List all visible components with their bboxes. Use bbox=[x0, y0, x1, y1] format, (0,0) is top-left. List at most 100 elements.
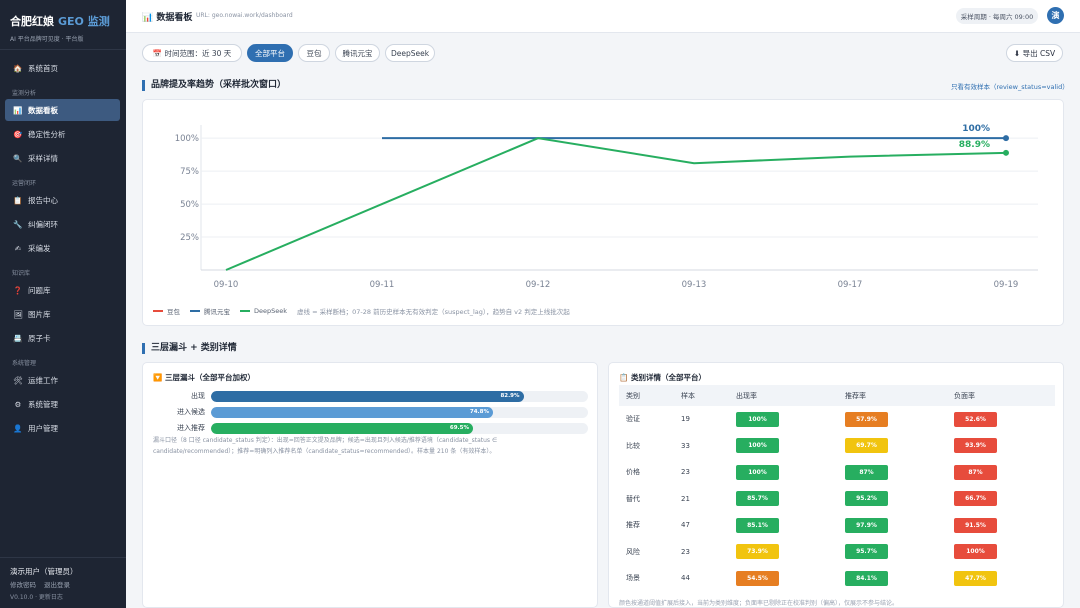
gear-icon: ⚙ bbox=[14, 399, 22, 409]
bar-chart-icon: 📊 bbox=[142, 13, 154, 23]
series-end-point[interactable] bbox=[1003, 149, 1009, 156]
rate-badge: 100% bbox=[736, 464, 779, 480]
cell-appear: 85.1% bbox=[729, 512, 838, 539]
clipboard-icon: 📋 bbox=[13, 195, 23, 205]
version-link[interactable]: V0.10.0 · 更新日志 bbox=[10, 594, 63, 601]
page-title: 📊 数据看板 bbox=[142, 10, 192, 23]
sidebar-item-label: 采编发 bbox=[28, 243, 51, 253]
trend-section-title: 品牌提及率趋势（采样批次窗口） bbox=[142, 80, 286, 91]
category-card: 📋 类别详情（全部平台） 类别 样本 出现率 推荐率 负面率 验证 19 100% 5… bbox=[608, 362, 1064, 608]
cell-recommend: 95.7% bbox=[838, 539, 947, 566]
cell-category: 替代 bbox=[626, 494, 640, 503]
sidebar-item-user[interactable]: 👤 用户管理 bbox=[5, 417, 120, 439]
sidebar: 合肥红娘 GEO 监测 AI 平台品牌可见度 · 平台版 🏠 系统首页 监测分析 📊 数据… bbox=[0, 0, 126, 608]
funnel-label: 进入推荐 bbox=[177, 424, 205, 432]
cell-category: 推荐 bbox=[626, 521, 640, 530]
chart-legend: 豆包 腾讯元宝 DeepSeek 虚线 = 采样断档；07-28 前历史样本无有… bbox=[153, 306, 570, 316]
table-row: 场景 44 54.5% 84.1% 47.7% bbox=[619, 565, 1055, 592]
sidebar-section-title: 知识库 bbox=[12, 270, 31, 277]
cell-category: 比较 bbox=[626, 441, 640, 450]
sidebar-item-label: 运维工作 bbox=[28, 375, 58, 385]
cell-negative: 52.6% bbox=[947, 406, 1055, 433]
bar-chart-icon: 📊 bbox=[13, 105, 23, 115]
sidebar-section-title: 监测分析 bbox=[12, 90, 37, 97]
cell-category: 场景 bbox=[626, 574, 640, 583]
sidebar-item-question[interactable]: ❓ 问题库 bbox=[5, 279, 120, 301]
rate-badge: 87% bbox=[845, 464, 888, 480]
category-table: 类别 样本 出现率 推荐率 负面率 验证 19 100% 57.9% 52.6% 比较 33… bbox=[619, 385, 1055, 592]
export-csv-button[interactable]: ⬇ 导出 CSV bbox=[1006, 44, 1063, 62]
platform-chip-yuanbao[interactable]: 腾讯元宝 bbox=[335, 44, 380, 62]
avatar[interactable]: 演 bbox=[1047, 7, 1064, 24]
cell-appear: 73.9% bbox=[729, 539, 838, 566]
cell-recommend: 84.1% bbox=[838, 565, 947, 592]
sidebar-item-house[interactable]: 🏠 系统首页 bbox=[5, 57, 120, 79]
sidebar-item-image[interactable]: 🖼 图片库 bbox=[5, 303, 120, 325]
divider bbox=[0, 557, 126, 558]
rate-badge: 85.1% bbox=[736, 517, 779, 533]
table-row: 比较 33 100% 69.7% 93.9% bbox=[619, 433, 1055, 460]
platform-chip-all[interactable]: 全部平台 bbox=[247, 44, 293, 62]
funnel-row: 进入候选 74.8% bbox=[153, 407, 589, 418]
rate-badge: 95.2% bbox=[845, 491, 888, 507]
legend-item-doubao[interactable]: 豆包 bbox=[153, 306, 180, 316]
cell-recommend: 97.9% bbox=[838, 512, 947, 539]
sidebar-item-pen[interactable]: ✍ 采编发 bbox=[5, 237, 120, 259]
sidebar-item-wrench[interactable]: 🔧 纠偏闭环 bbox=[5, 213, 120, 235]
platform-chip-doubao[interactable]: 豆包 bbox=[298, 44, 330, 62]
sidebar-item-tools[interactable]: 🛠 运维工作 bbox=[5, 369, 120, 391]
legend-label: DeepSeek bbox=[254, 307, 288, 315]
x-tick-label: 09-11 bbox=[370, 280, 395, 290]
cell-samples: 47 bbox=[681, 521, 690, 530]
time-range-select[interactable]: 📅 时间范围：近 30 天 bbox=[142, 44, 242, 62]
rate-badge: 95.7% bbox=[845, 544, 888, 560]
series-line-DeepSeek bbox=[225, 137, 1007, 271]
cell-negative: 93.9% bbox=[947, 433, 1055, 460]
sidebar-item-clipboard[interactable]: 📋 报告中心 bbox=[5, 189, 120, 211]
cell-negative: 100% bbox=[947, 539, 1055, 566]
rate-badge: 87% bbox=[954, 464, 997, 480]
rate-badge: 47.7% bbox=[954, 570, 997, 586]
logout-link[interactable]: 退出登录 bbox=[44, 581, 70, 589]
cell-negative: 66.7% bbox=[947, 486, 1055, 513]
topbar: 📊 数据看板 URL: geo.nowai.work/dashboard 采样周… bbox=[126, 0, 1080, 33]
funnel-section-title: 三层漏斗 + 类别详情 bbox=[142, 343, 237, 354]
legend-label: 腾讯元宝 bbox=[204, 308, 230, 316]
change-password-link[interactable]: 修改密码 bbox=[10, 581, 36, 589]
table-row: 推荐 47 85.1% 97.9% 91.5% bbox=[619, 512, 1055, 539]
question-icon: ❓ bbox=[13, 285, 23, 295]
funnel-bar: 82.9% bbox=[211, 391, 524, 402]
platform-chip-deepseek[interactable]: DeepSeek bbox=[385, 44, 435, 62]
rate-badge: 93.9% bbox=[954, 438, 997, 454]
valid-samples-link[interactable]: 只看有效样本（review_status=valid） bbox=[951, 83, 1069, 91]
sidebar-item-target[interactable]: 🎯 稳定性分析 bbox=[5, 123, 120, 145]
y-tick-label: 25% bbox=[180, 233, 199, 243]
legend-item-deepseek[interactable]: DeepSeek bbox=[240, 307, 287, 315]
account-links: 修改密码 退出登录 bbox=[10, 579, 78, 589]
schedule-badge: 采样周期 · 每周六 09:00 bbox=[956, 8, 1038, 24]
target-icon: 🎯 bbox=[13, 129, 23, 139]
rate-badge: 52.6% bbox=[954, 411, 997, 427]
sidebar-item-label: 采样详情 bbox=[28, 153, 58, 163]
col-header: 样本 bbox=[674, 385, 729, 406]
rate-badge: 73.9% bbox=[736, 544, 779, 560]
trend-chart: 25% 50% 75% 100% 09-10 09-11 09-12 09-13 09-17 09… bbox=[175, 124, 1038, 290]
cell-negative: 91.5% bbox=[947, 512, 1055, 539]
brand-accent: GEO 监测 bbox=[58, 15, 110, 28]
divider bbox=[0, 49, 126, 50]
chart-note: 虚线 = 采样断档；07-28 前历史样本无有效判定（suspect_lag），… bbox=[297, 308, 570, 316]
cell-samples: 21 bbox=[681, 494, 690, 503]
current-user: 演示用户（管理员） bbox=[10, 567, 78, 576]
sidebar-item-bar-chart[interactable]: 📊 数据看板 bbox=[5, 99, 120, 121]
sidebar-item-card[interactable]: 📇 原子卡 bbox=[5, 327, 120, 349]
funnel-label: 进入候选 bbox=[177, 408, 205, 416]
sidebar-item-magnifier[interactable]: 🔍 采样详情 bbox=[5, 147, 120, 169]
legend-item-yuanbao[interactable]: 腾讯元宝 bbox=[190, 306, 230, 316]
series-end-point[interactable] bbox=[1003, 135, 1009, 142]
cell-appear: 100% bbox=[729, 406, 838, 433]
sidebar-item-gear[interactable]: ⚙ 系统管理 bbox=[5, 393, 120, 415]
cell-appear: 54.5% bbox=[729, 565, 838, 592]
table-row: 风险 23 73.9% 95.7% 100% bbox=[619, 539, 1055, 566]
rate-badge: 100% bbox=[736, 438, 779, 454]
brand-logo: 合肥红娘 GEO 监测 bbox=[10, 13, 110, 29]
